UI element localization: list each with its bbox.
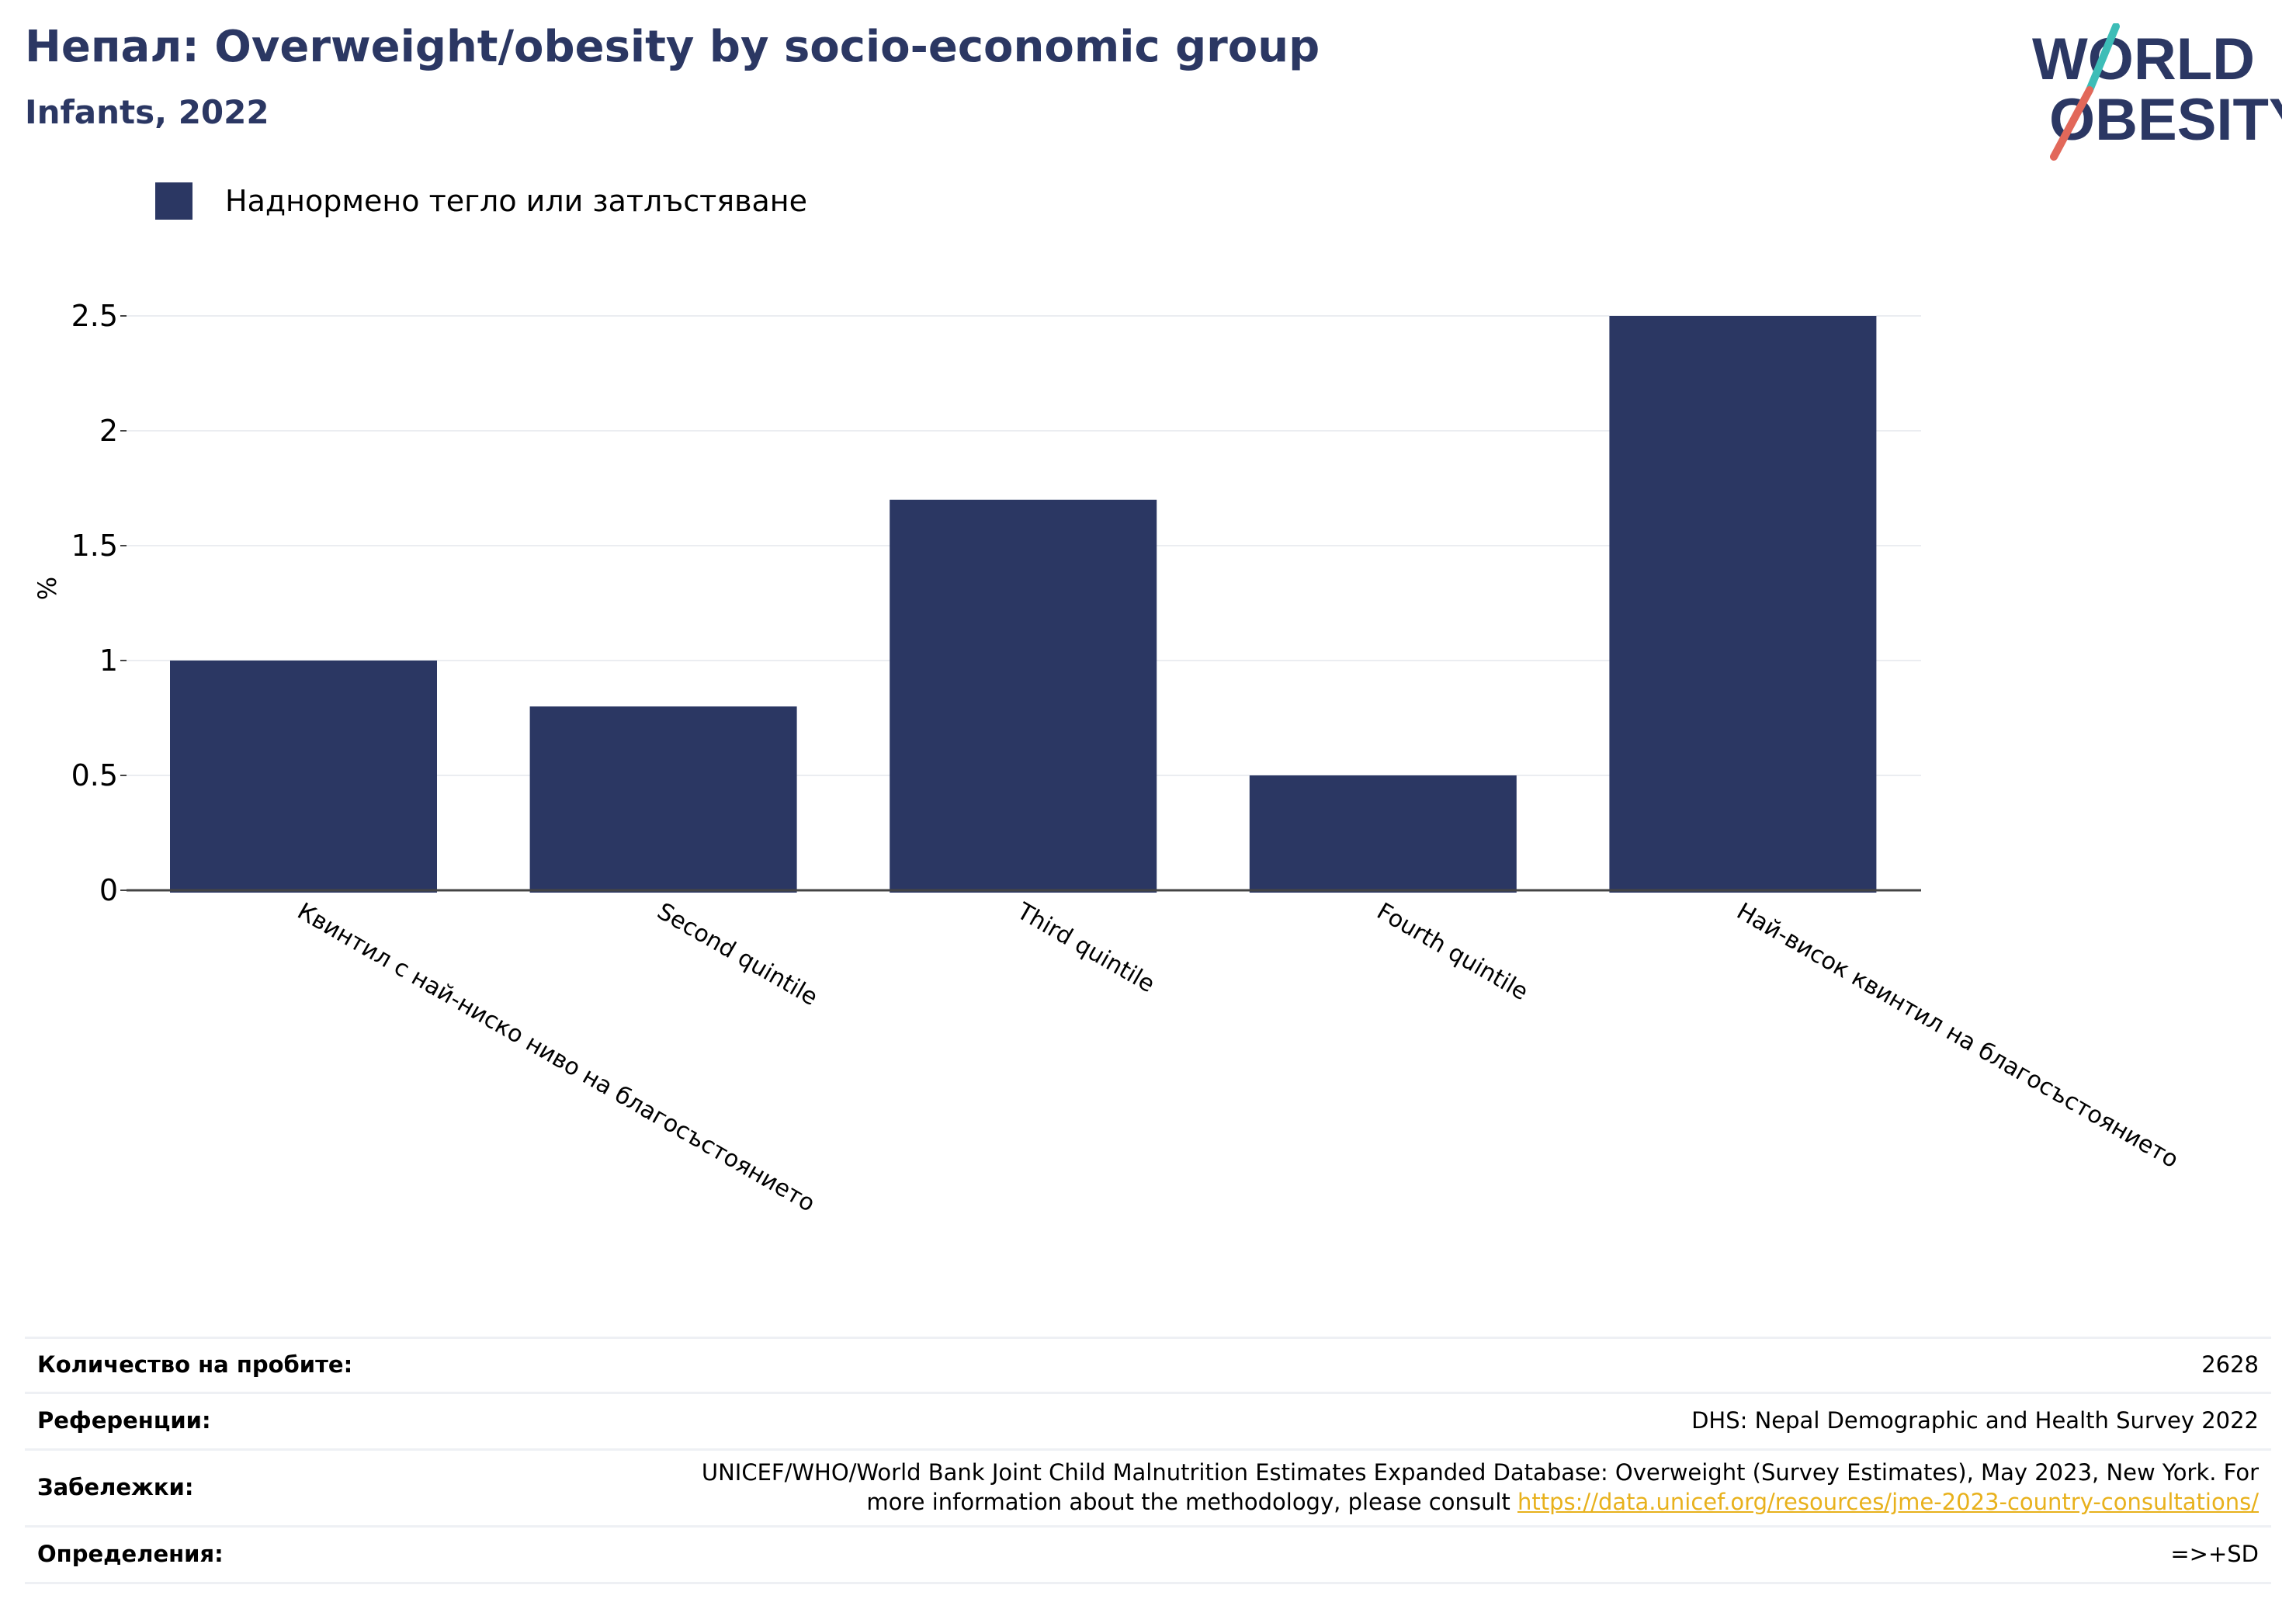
notes-label: Забележки: [25, 1448, 593, 1527]
definitions-row: Определения: =>+SD [25, 1525, 2271, 1584]
y-tick-label: 2 [99, 414, 118, 448]
chart-info-table: Количество на пробите: 2628 Референции: … [25, 1337, 2271, 1584]
notes-text-line1: UNICEF/WHO/World Bank Joint Child Malnut… [701, 1459, 2259, 1486]
notes-row: Забележки: UNICEF/WHO/World Bank Joint C… [25, 1448, 2271, 1527]
y-tick-label: 0.5 [71, 758, 118, 792]
legend-label[interactable]: Наднормено тегло или затлъстяване [225, 184, 807, 218]
definitions-value: =>+SD [593, 1525, 2271, 1584]
y-tick-label: 0 [99, 873, 118, 907]
legend-swatch [155, 182, 192, 220]
x-tick-label: Най-висок квинтил на благосъстоянието [1732, 898, 2183, 1174]
y-tick-label: 1.5 [71, 529, 118, 563]
logo-slash-top [2086, 23, 2120, 94]
methodology-link[interactable]: https://data.unicef.org/resources/jme-20… [1517, 1489, 2259, 1515]
references-row: Референции: DHS: Nepal Demographic and H… [25, 1392, 2271, 1450]
references-value: DHS: Nepal Demographic and Health Survey… [593, 1392, 2271, 1450]
bar [170, 661, 437, 893]
sample-size-label: Количество на пробите: [25, 1337, 593, 1393]
definitions-label: Определения: [25, 1525, 593, 1584]
references-label: Референции: [25, 1392, 593, 1450]
world-obesity-logo: WORLD OBESITY [2032, 23, 2282, 161]
x-tick-label: Third quintile [1011, 897, 1159, 998]
notes-text-line2: more information about the methodology, … [866, 1489, 1510, 1515]
x-tick-label: Second quintile [653, 898, 823, 1011]
notes-value: UNICEF/WHO/World Bank Joint Child Malnut… [593, 1448, 2271, 1527]
logo-text-world: WORLD [2032, 26, 2255, 92]
logo-slash-bottom [2050, 86, 2093, 161]
chart-subtitle: Infants, 2022 [25, 93, 269, 131]
y-tick-label: 1 [99, 643, 118, 678]
y-tick-label: 2.5 [71, 299, 118, 333]
y-axis-label: % [33, 577, 62, 600]
legend: Наднормено тегло или затлъстяване [155, 182, 807, 220]
x-tick-label: Fourth quintile [1372, 898, 1533, 1007]
bar [890, 499, 1157, 893]
bar-chart: 00.511.522.5%Квинтил с най-ниско ниво на… [33, 299, 2183, 1218]
chart-title: Непал: Overweight/obesity by socio-econo… [25, 22, 1320, 72]
sample-size-row: Количество на пробите: 2628 [25, 1337, 2271, 1393]
sample-size-value: 2628 [593, 1337, 2271, 1393]
bar [529, 706, 797, 893]
bar [1609, 316, 1877, 893]
bar [1249, 775, 1517, 893]
